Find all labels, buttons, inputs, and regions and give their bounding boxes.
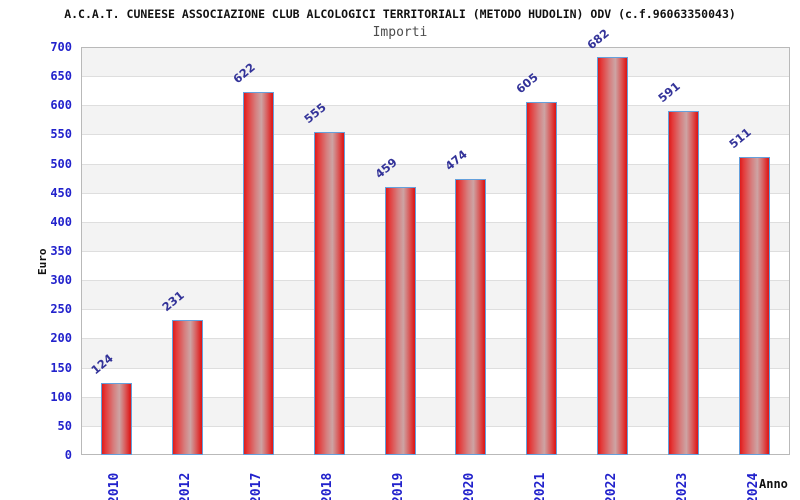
plot-band (81, 47, 790, 77)
bar-2019 (384, 187, 416, 455)
y-axis-title: Euro (36, 248, 49, 276)
bar-2024 (739, 157, 771, 455)
bar-2020 (455, 178, 487, 455)
y-tick-label: 200 (50, 331, 72, 346)
y-tick-label: 500 (50, 156, 72, 171)
y-tick-label: 150 (50, 360, 72, 375)
y-tick-label: 650 (50, 69, 72, 84)
gridline (81, 221, 790, 223)
bar-2018 (313, 131, 345, 455)
x-tick-label: 2018 (320, 472, 336, 500)
plot-band (81, 76, 790, 106)
gridline (81, 309, 790, 311)
bar-2010 (100, 382, 132, 455)
x-tick-label: 2017 (249, 472, 265, 500)
gridline (81, 47, 790, 48)
y-tick-label: 250 (50, 302, 72, 317)
y-tick-label: 400 (50, 214, 72, 229)
y-tick-label: 0 (64, 448, 72, 462)
gridline (81, 396, 790, 398)
x-tick-label: 2021 (532, 472, 548, 500)
y-tick-label: 50 (57, 418, 72, 433)
x-tick-label: 2012 (178, 472, 194, 500)
gridline (81, 338, 790, 340)
gridline (81, 280, 790, 282)
x-tick-label: 2020 (461, 472, 477, 500)
bar-2021 (526, 102, 558, 455)
gridline (81, 192, 790, 194)
gridline (81, 105, 790, 107)
bar-2023 (668, 110, 700, 455)
x-tick-label: 2019 (391, 472, 407, 500)
plot-area: 124 231 622 555 459 474 605 682 591 511 (81, 26, 790, 455)
x-axis-title: Anno (759, 477, 788, 491)
chart-title: A.C.A.T. CUNEESE ASSOCIAZIONE CLUB ALCOL… (64, 7, 736, 21)
gridline (81, 163, 790, 165)
x-tick-label: 2010 (107, 472, 123, 500)
gridline (81, 76, 790, 78)
y-tick-label: 700 (50, 40, 72, 54)
chart-subtitle: Importi (372, 25, 428, 40)
bar-2022 (597, 57, 629, 455)
gridline (81, 251, 790, 252)
y-tick-label: 450 (50, 185, 72, 200)
y-tick-label: 100 (50, 389, 72, 404)
gridline (81, 134, 790, 136)
y-tick-label: 600 (50, 98, 72, 113)
y-tick-label: 550 (50, 127, 72, 142)
gridline (81, 425, 790, 427)
bar-2012 (171, 320, 203, 455)
bar-2017 (242, 92, 274, 455)
gridline (81, 367, 790, 369)
x-tick-label: 2023 (674, 472, 690, 500)
x-tick-label: 2022 (603, 472, 619, 500)
